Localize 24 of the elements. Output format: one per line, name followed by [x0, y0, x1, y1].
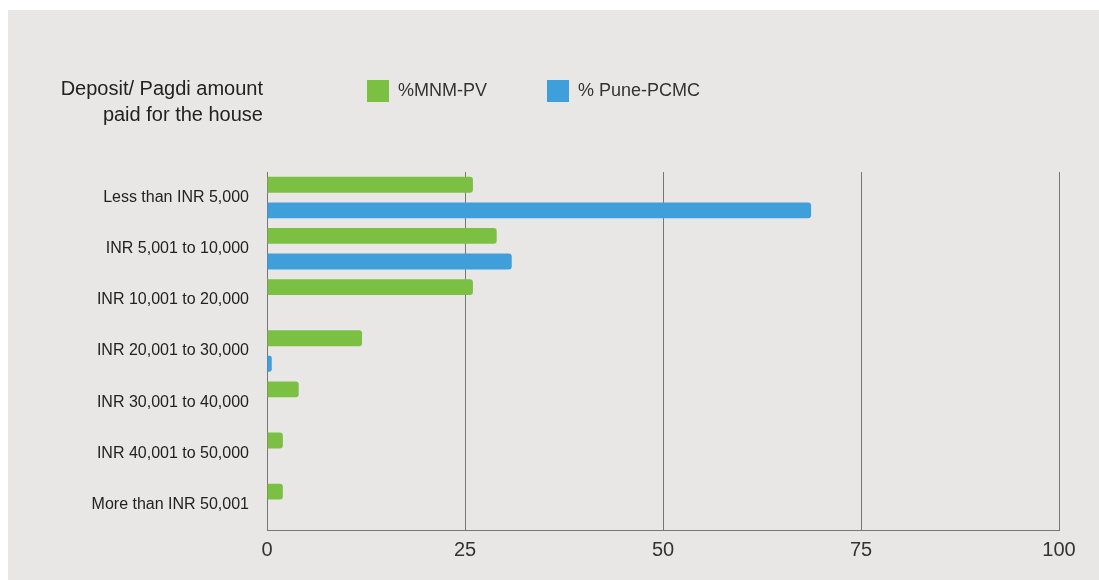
y-tick-label: Less than INR 5,000: [103, 187, 250, 205]
bar: [267, 279, 473, 295]
x-tick-label: 25: [453, 537, 477, 560]
bar: [267, 202, 812, 219]
y-tick-label: INR 30,001 to 40,000: [96, 392, 250, 410]
bar: [267, 228, 497, 244]
x-tick-label: 0: [261, 537, 273, 560]
y-tick-label: INR 20,001 to 30,000: [96, 341, 250, 359]
x-tick-label: 75: [849, 537, 873, 560]
x-tick-label: 50: [651, 537, 675, 560]
bar: [267, 483, 283, 500]
bar: [267, 253, 512, 270]
bar: [267, 381, 299, 398]
y-tick-label: INR 5,001 to 10,000: [105, 239, 250, 257]
y-axis-title: Deposit/ Pagdi amount paid for the house: [59, 76, 263, 127]
bar: [267, 176, 473, 193]
legend-label: %MNM-PV: [397, 79, 487, 100]
y-tick-label: INR 10,001 to 20,000: [96, 290, 250, 308]
bar: [267, 330, 363, 347]
legend-label: % Pune-PCMC: [577, 79, 701, 100]
y-tick-label: INR 40,001 to 50,000: [96, 443, 250, 461]
y-tick-label: More than INR 50,001: [91, 494, 250, 512]
x-tick-label: 100: [1042, 537, 1076, 560]
bar: [267, 432, 283, 449]
